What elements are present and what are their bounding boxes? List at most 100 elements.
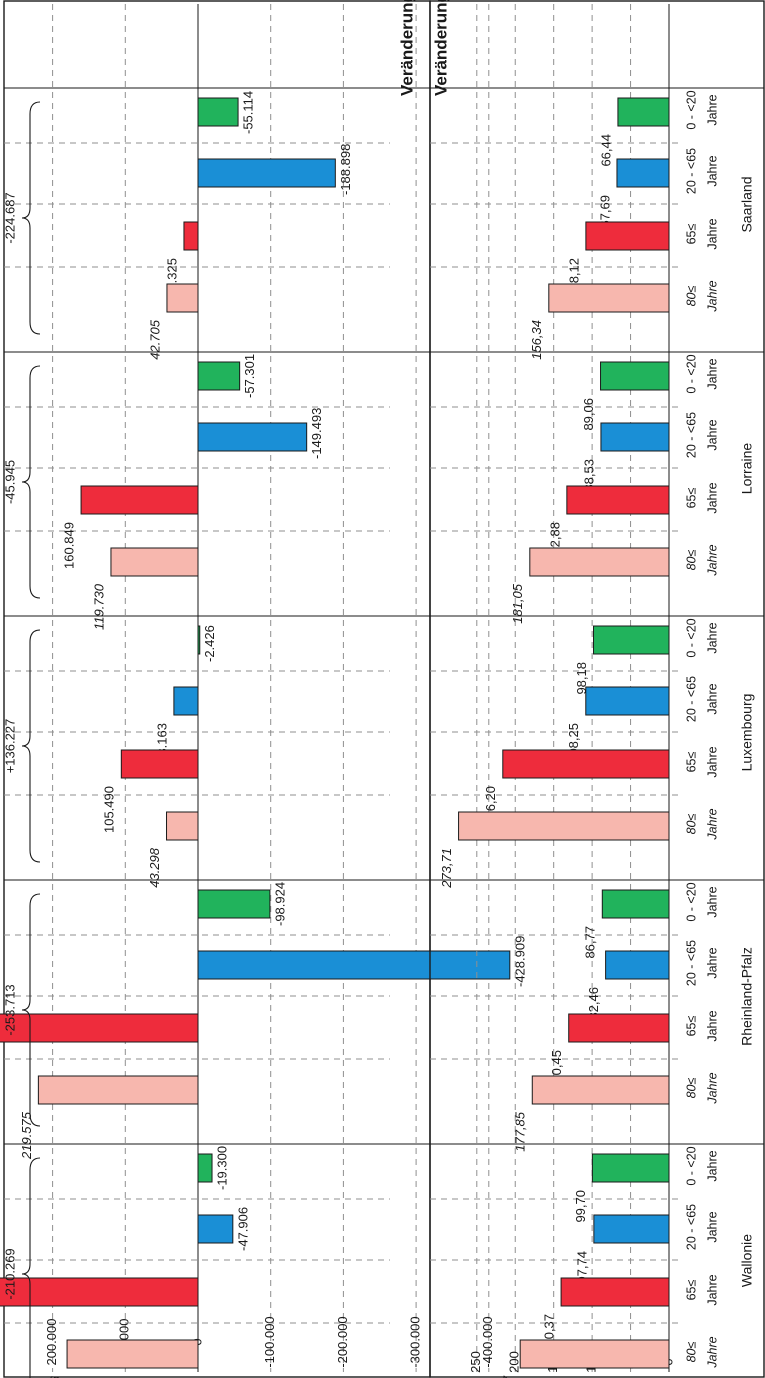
data-label: 66,44 — [598, 134, 613, 167]
category-label: 65≤ — [684, 1015, 698, 1036]
y-tick-label: -100.000 — [262, 1316, 277, 1367]
data-bar — [519, 1339, 670, 1369]
data-label: 156,34 — [529, 320, 544, 360]
category-label: 0 - <20 — [684, 882, 698, 921]
data-bar — [529, 547, 670, 577]
data-label: -47.906 — [235, 1207, 250, 1251]
data-bar — [0, 1277, 199, 1307]
data-bar — [197, 158, 336, 188]
category-label: Jahre — [705, 155, 719, 186]
data-bar — [585, 221, 670, 251]
data-label: 89,06 — [581, 398, 596, 431]
total-brace — [21, 629, 41, 863]
category-label: 0 - <20 — [684, 90, 698, 129]
region-group: -19.300-47.906277.469180.116-210.269 — [0, 1146, 250, 1378]
category-label: 20 - <65 — [684, 676, 698, 722]
data-bar — [531, 1075, 670, 1105]
chart-titles: Veränderung der Altersklassen 2020 - 205… — [397, 0, 450, 96]
category-label: Jahre — [705, 622, 719, 653]
data-bar — [560, 1277, 670, 1307]
region-total-label: -253.713 — [2, 984, 17, 1035]
category-label: 80≤ — [684, 549, 698, 570]
category-label: 20 - <65 — [684, 412, 698, 458]
data-label: -2.426 — [202, 625, 217, 662]
region-name-label: Saarland — [739, 176, 755, 232]
data-label: 99,70 — [573, 1190, 588, 1223]
data-label: 219.575 — [19, 1111, 34, 1160]
category-label: Jahre — [705, 280, 719, 312]
data-label: 43.298 — [147, 847, 162, 888]
y-tick-label: -300.000 — [408, 1316, 423, 1367]
data-bar — [600, 422, 670, 452]
data-bar — [600, 361, 670, 391]
data-bar — [458, 811, 670, 841]
data-bar — [0, 1013, 199, 1043]
data-bar — [197, 1153, 213, 1183]
category-label: 20 - <65 — [684, 148, 698, 194]
category-label: Jahre — [705, 1010, 719, 1041]
data-bar — [80, 485, 199, 515]
data-bar — [197, 361, 241, 391]
region-total-label: -224.687 — [2, 192, 17, 243]
category-label: Jahre — [705, 1211, 719, 1242]
category-label: Jahre — [705, 1150, 719, 1181]
category-label: 80≤ — [684, 813, 698, 834]
y-tick-label: -200.000 — [335, 1316, 350, 1367]
region-group: -57.301 -149.493 160.849 119.730 -45.945 — [2, 354, 324, 630]
region-name-label: Rheinland-Pfalz — [739, 947, 755, 1046]
y-tick-label: 200.000 — [44, 1319, 59, 1366]
data-bar — [502, 749, 670, 779]
data-label: -55.114 — [241, 91, 256, 134]
data-bar — [173, 686, 199, 716]
data-bar — [37, 1075, 199, 1105]
data-bar — [197, 625, 201, 655]
data-label: -428.909 — [512, 936, 527, 987]
category-label: 65≤ — [684, 487, 698, 508]
category-label: 0 - <20 — [684, 1146, 698, 1185]
y-tick-label: -400.000 — [480, 1316, 495, 1367]
data-bar — [197, 97, 239, 127]
total-brace — [21, 101, 41, 335]
category-label: Jahre — [705, 218, 719, 249]
data-bar — [585, 686, 670, 716]
region-total-label: -45.945 — [2, 460, 17, 504]
data-label: 42.705 — [147, 319, 162, 360]
data-label: 180.116 — [47, 1375, 62, 1378]
data-label: 82,46 — [586, 987, 601, 1020]
data-bar — [197, 950, 511, 980]
data-bar — [110, 547, 199, 577]
data-bar — [591, 1153, 670, 1183]
data-label: 193,57 — [501, 1375, 516, 1378]
chart-title: Veränderung der Altersklassen 2020 - 205… — [431, 0, 450, 96]
data-label: -57.301 — [242, 354, 257, 398]
category-label: 80≤ — [684, 1077, 698, 1098]
data-bar — [617, 97, 670, 127]
category-label: 20 - <65 — [684, 1204, 698, 1250]
data-label: 97,74 — [574, 1251, 589, 1284]
region-name-label: Luxembourg — [739, 694, 755, 772]
data-label: 98,18 — [574, 662, 589, 695]
category-label: Jahre — [705, 358, 719, 389]
category-label: Jahre — [705, 683, 719, 714]
data-bar — [120, 749, 199, 779]
category-label: Jahre — [705, 1274, 719, 1305]
data-bar — [197, 1214, 234, 1244]
category-label: 0 - <20 — [684, 618, 698, 657]
category-label: 65≤ — [684, 751, 698, 772]
category-label: 20 - <65 — [684, 940, 698, 986]
data-label: -188.898 — [338, 144, 353, 195]
data-label: 88,53 — [581, 459, 596, 492]
data-label: -98.924 — [272, 882, 287, 926]
data-label: 86,77 — [583, 926, 598, 959]
y-tick-label: 250 — [468, 1351, 483, 1373]
category-label: Jahre — [705, 1072, 719, 1104]
data-label: 119.730 — [91, 583, 106, 630]
